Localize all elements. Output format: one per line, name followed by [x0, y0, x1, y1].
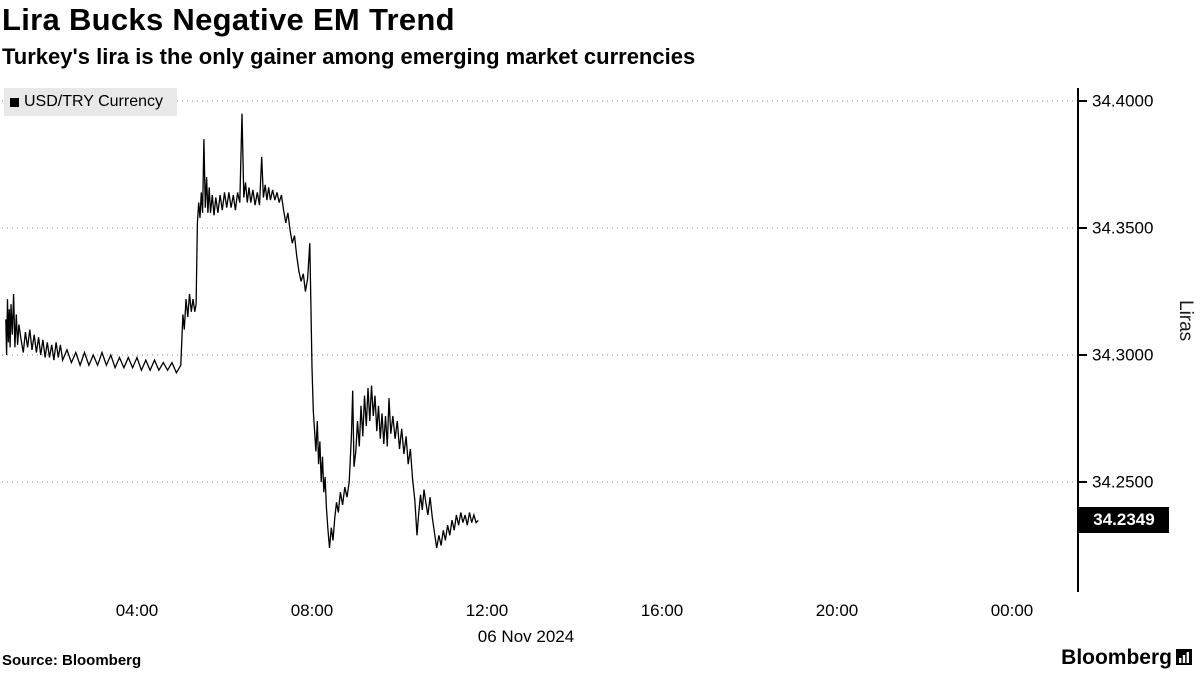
y-tick-label: 34.3500 — [1092, 219, 1153, 238]
chart-title: Lira Bucks Negative EM Trend — [2, 2, 455, 37]
x-tick-label: 00:00 — [991, 601, 1034, 620]
x-axis-date-label: 06 Nov 2024 — [478, 627, 574, 646]
bloomberg-wordmark: Bloomberg — [1061, 645, 1172, 669]
x-tick-label: 08:00 — [291, 601, 334, 620]
price-line — [5, 113, 479, 549]
legend: USD/TRY Currency — [4, 88, 177, 116]
bloomberg-logo: Bloomberg — [1061, 644, 1192, 671]
y-tick-label: 34.3000 — [1092, 346, 1153, 365]
chart-subtitle: Turkey's lira is the only gainer among e… — [2, 44, 696, 69]
legend-label: USD/TRY Currency — [24, 93, 163, 110]
x-tick-label: 16:00 — [641, 601, 684, 620]
x-tick-label: 04:00 — [116, 601, 159, 620]
x-tick-label: 20:00 — [816, 601, 859, 620]
y-tick-label: 34.4000 — [1092, 92, 1153, 111]
y-tick-label: 34.2500 — [1092, 473, 1153, 492]
y-axis-title: Liras — [1175, 300, 1196, 342]
x-tick-label: 12:00 — [466, 601, 509, 620]
bloomberg-bars-icon — [1176, 647, 1192, 671]
source-attribution: Source: Bloomberg — [2, 652, 142, 669]
series-marker-icon — [10, 97, 19, 107]
last-price-badge: 34.2349 — [1079, 507, 1169, 534]
